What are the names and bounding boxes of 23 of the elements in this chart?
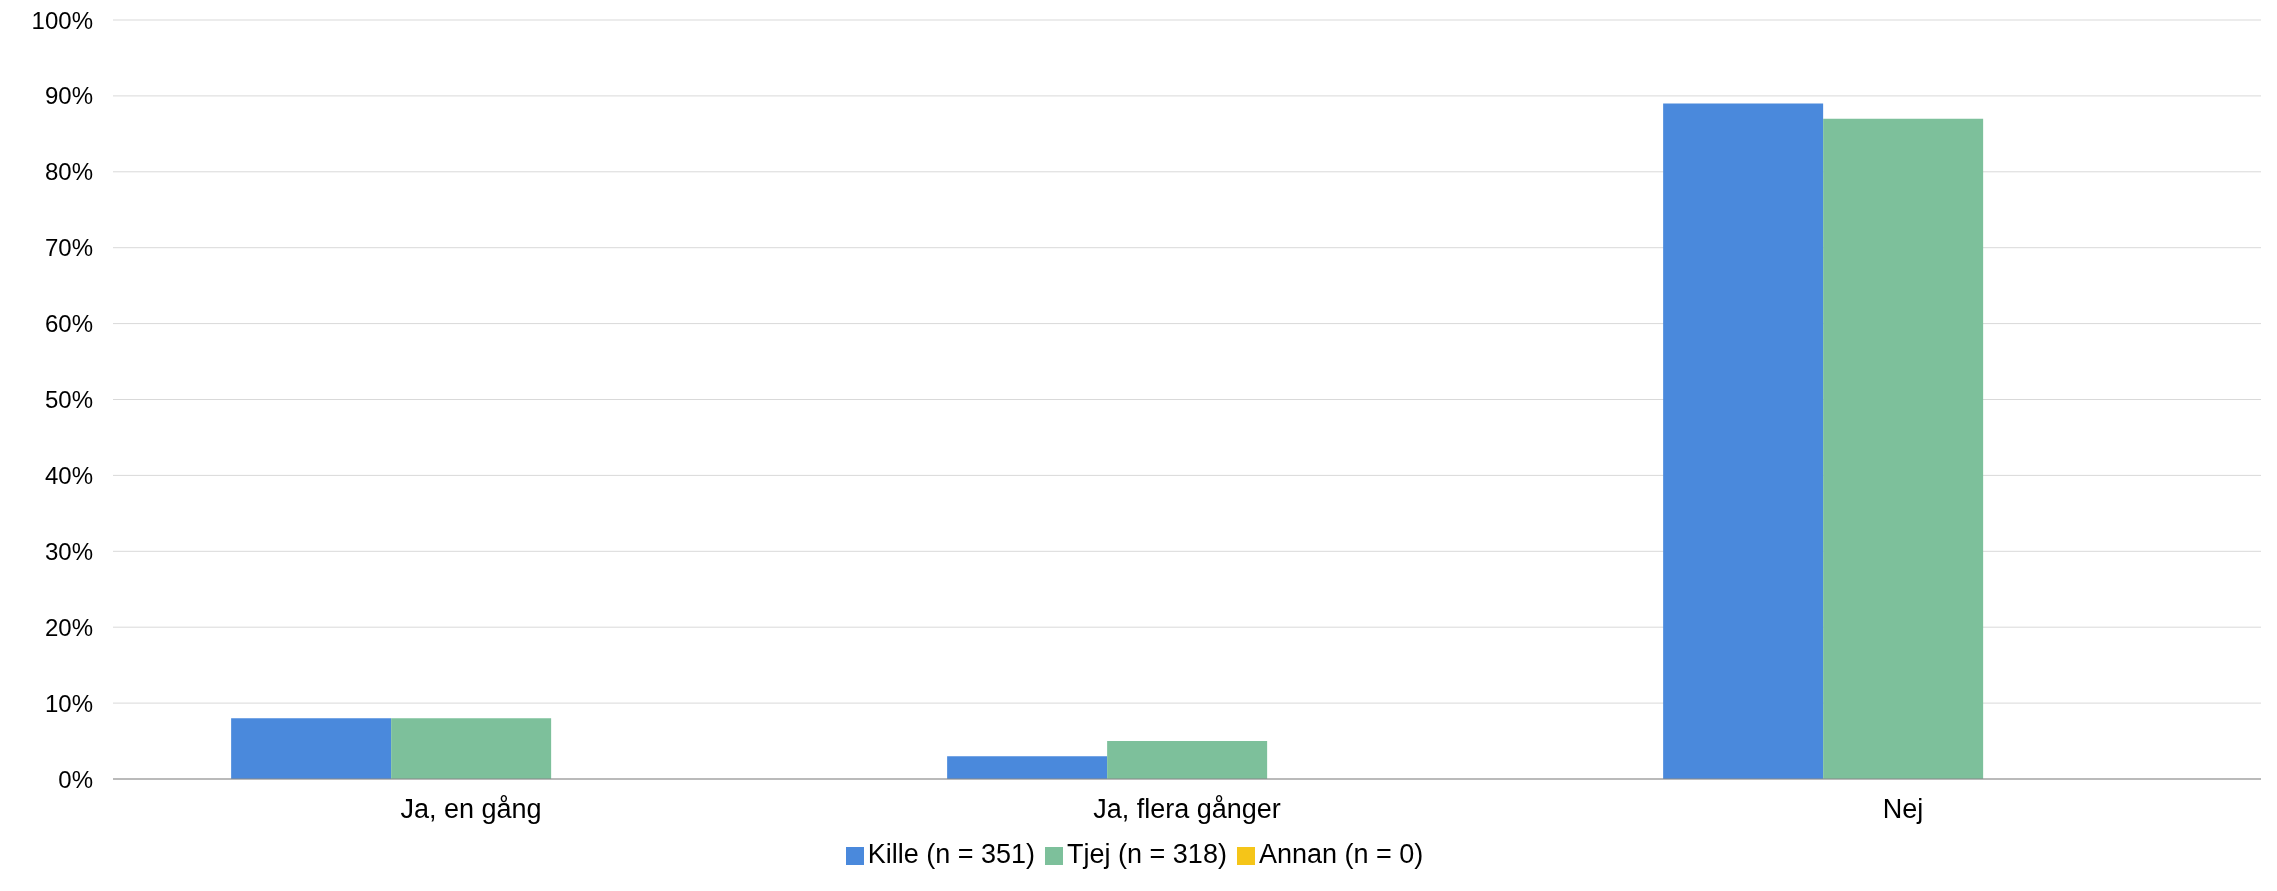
y-tick-label: 50% bbox=[44, 386, 93, 414]
bar bbox=[1823, 118, 1984, 779]
y-tick-label: 70% bbox=[44, 234, 93, 262]
y-tick-label: 10% bbox=[44, 689, 93, 717]
y-tick-label: 0% bbox=[58, 765, 93, 793]
bar bbox=[231, 718, 392, 779]
x-tick-label: Ja, en gång bbox=[400, 794, 542, 825]
y-tick-label: 60% bbox=[44, 310, 93, 338]
bar bbox=[1663, 103, 1824, 779]
bar bbox=[391, 718, 552, 779]
y-tick-label: 100% bbox=[31, 6, 93, 34]
legend-label: Annan (n = 0) bbox=[1258, 839, 1424, 869]
x-tick-label: Ja, flera gånger bbox=[1093, 794, 1281, 825]
bar bbox=[1107, 741, 1268, 779]
y-tick-label: 30% bbox=[44, 537, 93, 565]
y-tick-label: 80% bbox=[44, 158, 93, 186]
bar bbox=[947, 756, 1108, 779]
y-tick-label: 90% bbox=[44, 82, 93, 110]
legend-label: Tjej (n = 318) bbox=[1067, 839, 1227, 869]
y-tick-label: 40% bbox=[44, 461, 93, 489]
x-tick-label: Nej bbox=[1882, 794, 1924, 825]
y-tick-label: 20% bbox=[44, 613, 93, 641]
legend-label: Kille (n = 351) bbox=[867, 839, 1036, 869]
